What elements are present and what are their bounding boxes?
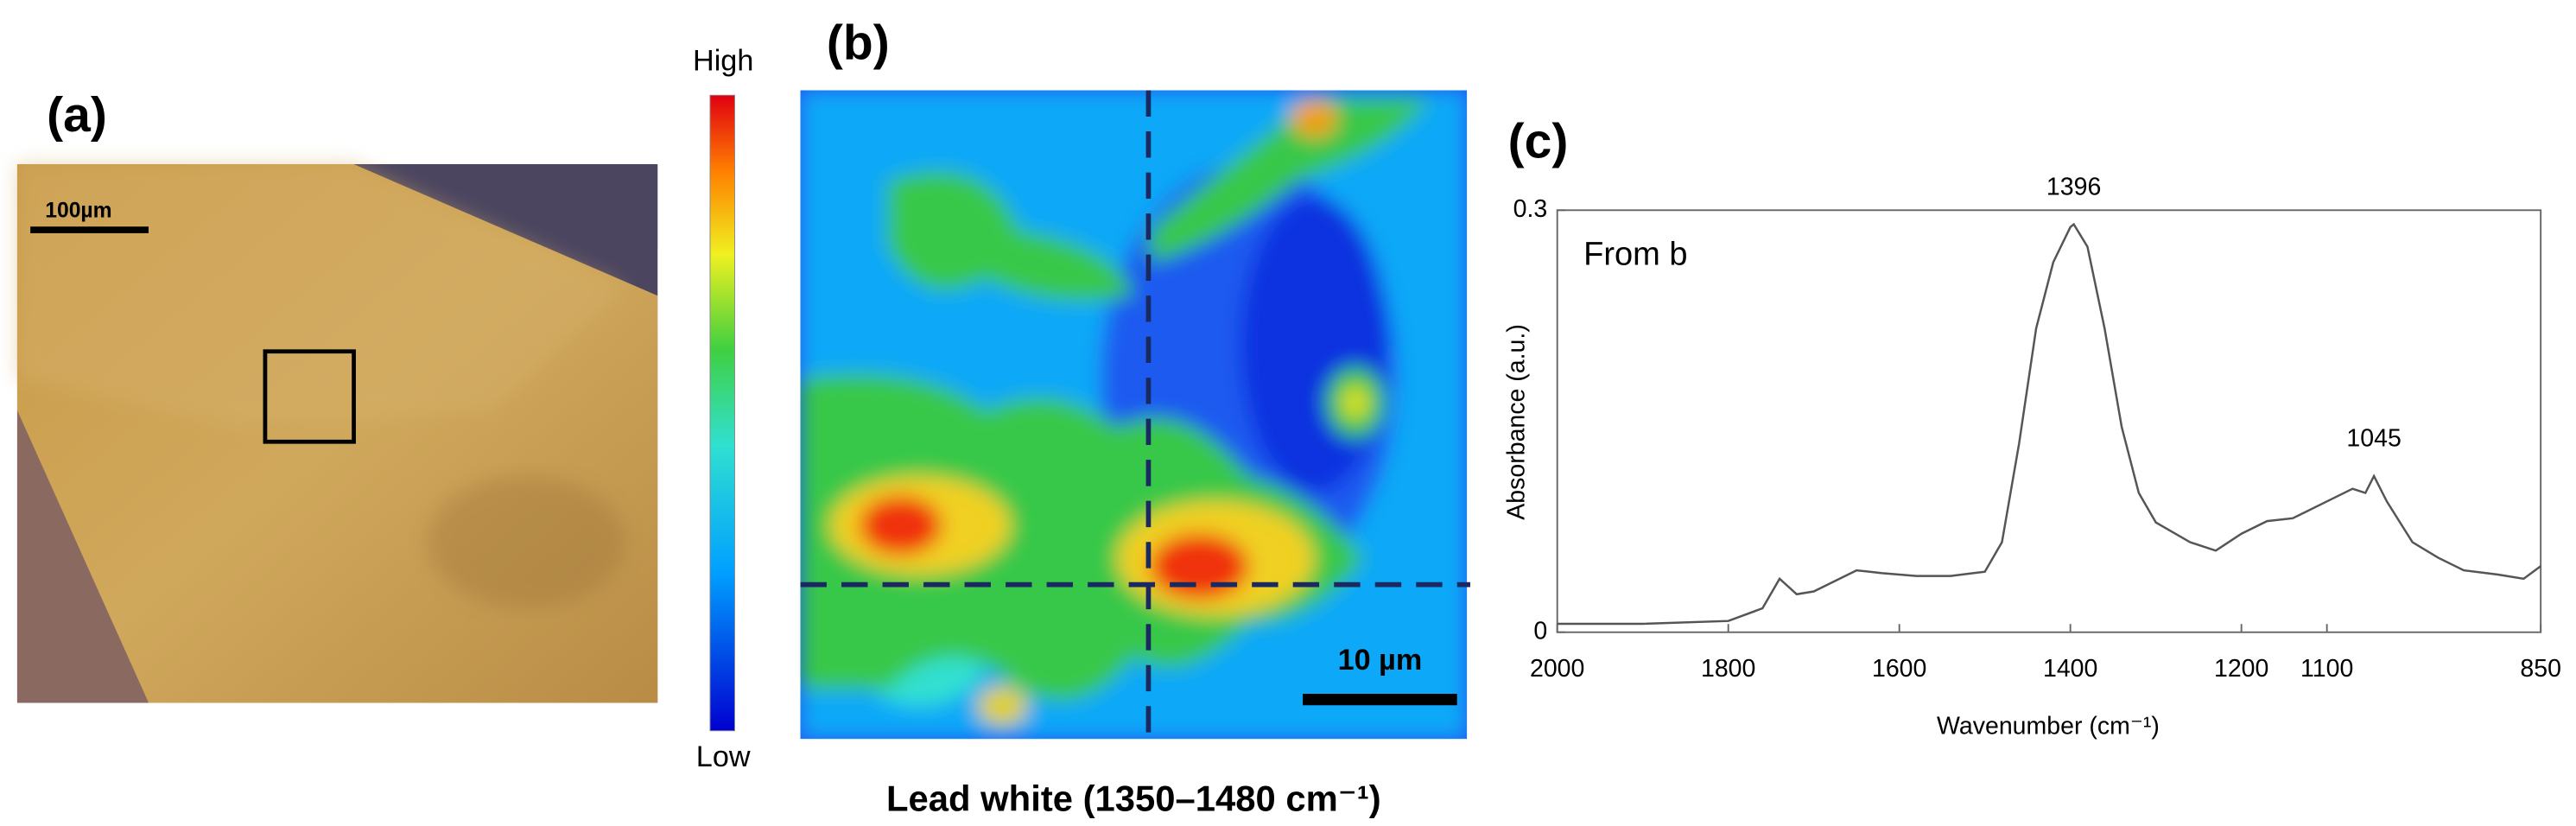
panel-label: (c) [1508, 113, 1569, 168]
x-tick-label: 1400 [2043, 655, 2097, 683]
spectrum-line [1557, 222, 2541, 626]
y-tick-label: 0.3 [1513, 195, 1548, 223]
photo [16, 164, 658, 703]
crosshair [800, 90, 1470, 740]
colorbar-high: High [693, 44, 753, 77]
peak-label: 1396 [2046, 173, 2101, 200]
colorbar [709, 94, 735, 732]
chemical-map [800, 90, 1468, 740]
peak-label: 1045 [2346, 425, 2401, 453]
x-tick-label: 2000 [1530, 655, 1584, 683]
x-tick-label: 1600 [1872, 655, 1926, 683]
y-tick-label: 0 [1533, 617, 1547, 645]
y-axis-label: Absorbance (a.u.) [1503, 324, 1531, 520]
panel-label: (a) [47, 87, 107, 143]
annotation: From b [1583, 237, 1687, 273]
x-tick-label: 1800 [1701, 655, 1755, 683]
colorbar-low: Low [696, 740, 751, 773]
map-caption: Lead white (1350–1480 cm⁻¹) [886, 778, 1381, 819]
scale-bar-label: 10 µm [1338, 644, 1423, 677]
plot-frame [1556, 209, 2542, 633]
panel-label: (b) [827, 15, 890, 70]
x-tick-label: 1200 [2214, 655, 2268, 683]
x-tick-label: 850 [2520, 655, 2561, 683]
x-axis-label: Wavenumber (cm⁻¹) [1937, 712, 2160, 740]
x-tick-label: 1100 [2300, 655, 2353, 683]
scale-bar-label: 100µm [45, 200, 111, 223]
